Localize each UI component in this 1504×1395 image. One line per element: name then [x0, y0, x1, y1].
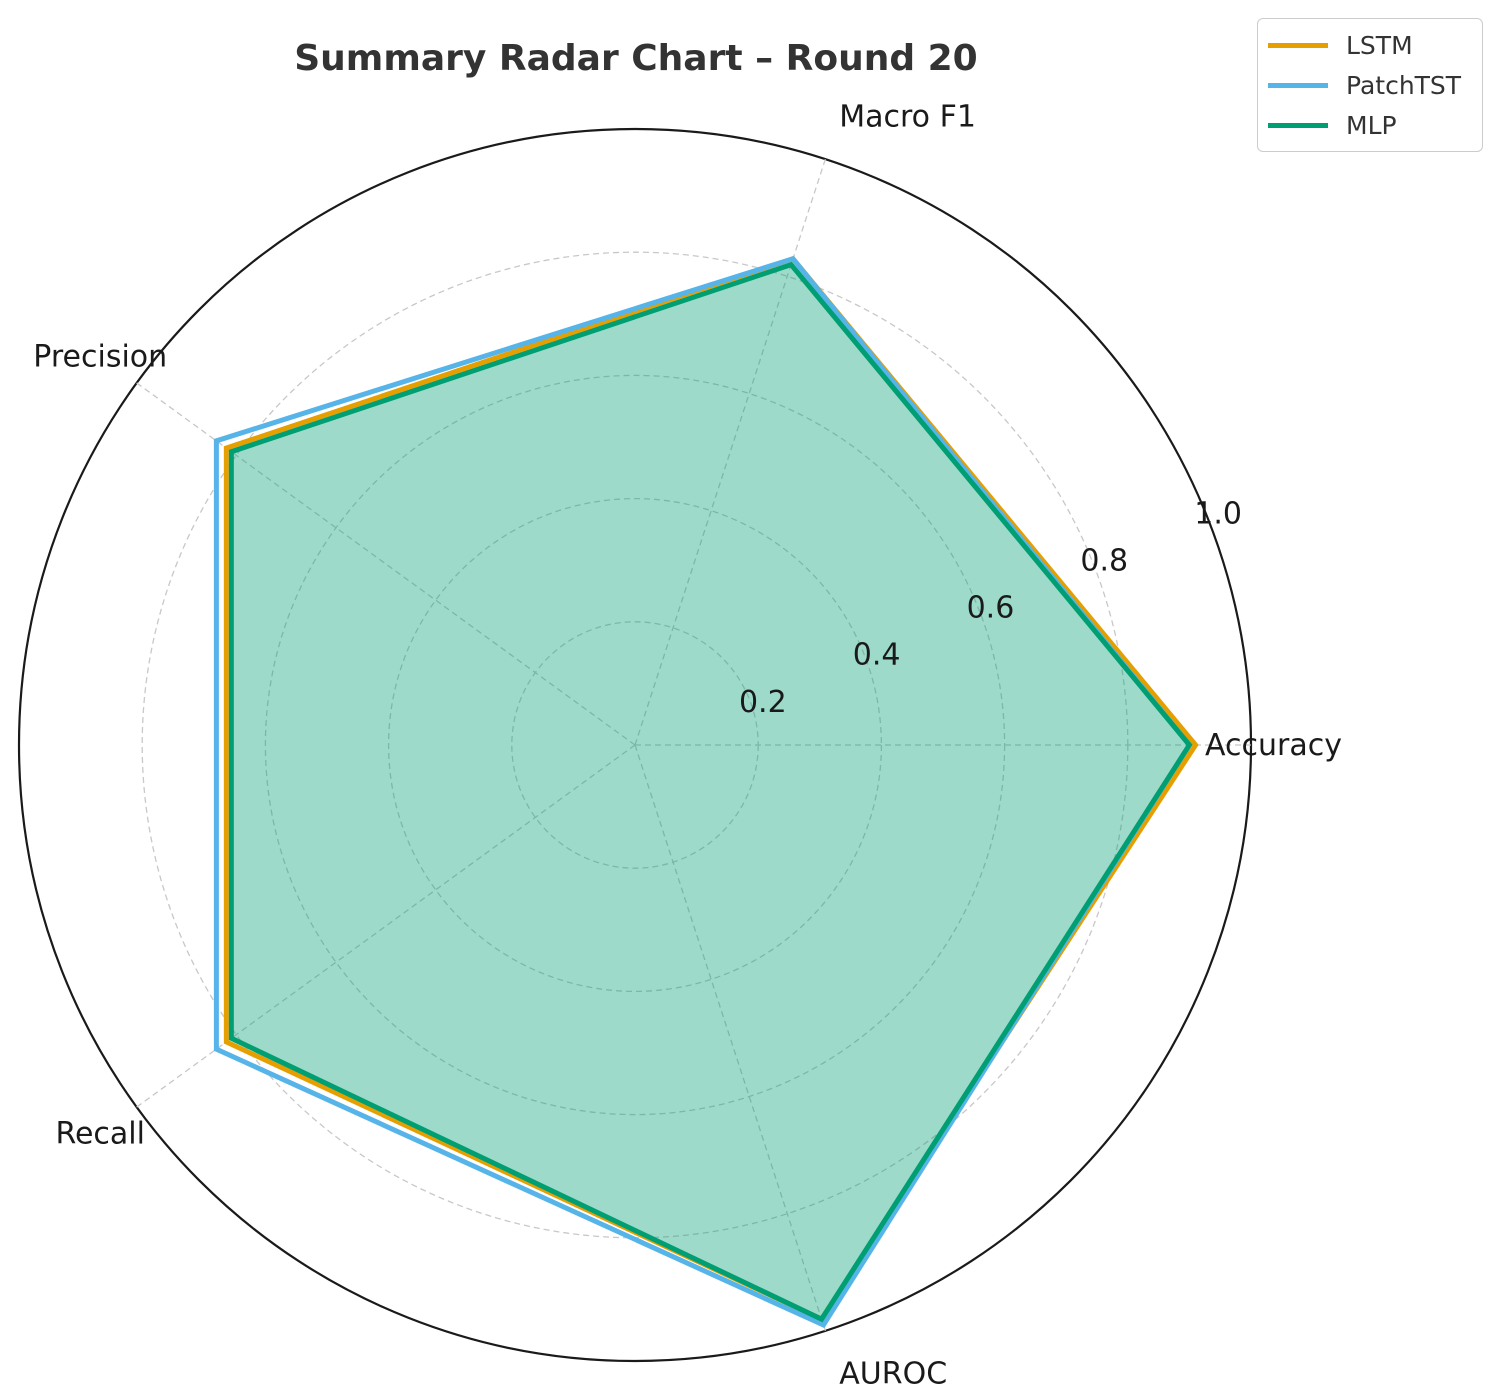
legend-label-mlp: MLP [1346, 110, 1397, 140]
radar-spoke [136, 382, 636, 746]
legend: LSTM PatchTST MLP [1257, 18, 1483, 152]
radar-fill [231, 264, 1190, 1320]
radial-tick-label: 0.8 [1080, 543, 1128, 578]
legend-item-patchtst: PatchTST [1268, 65, 1461, 105]
radar-grid-circle [387, 497, 883, 993]
radial-tick-label: 0.2 [739, 685, 787, 720]
legend-item-mlp: MLP [1268, 105, 1397, 145]
radial-tick-label: 0.4 [853, 638, 901, 673]
chart-title: Summary Radar Chart – Round 20 [294, 38, 978, 79]
axis-label-accuracy: Accuracy [1205, 728, 1342, 763]
radial-tick-label: 0.6 [967, 591, 1015, 626]
legend-swatch-lstm [1268, 42, 1328, 48]
axis-label-macro-f1: Macro F1 [839, 99, 976, 134]
legend-swatch-mlp [1268, 122, 1328, 128]
legend-label-patchtst: PatchTST [1346, 70, 1462, 100]
legend-label-lstm: LSTM [1346, 30, 1413, 60]
radar-series [213, 255, 1199, 1329]
axis-label-auroc: AUROC [839, 1357, 947, 1392]
radial-tick-label: 1.0 [1194, 496, 1242, 531]
legend-swatch-patchtst [1268, 82, 1328, 88]
radar-labels: 0.2 0.4 0.6 0.8 1.0 Accuracy Macro F1 Precision… [33, 99, 1342, 1391]
legend-item-lstm: LSTM [1268, 25, 1413, 65]
radar-grid-circle [264, 374, 1006, 1116]
axis-label-recall: Recall [55, 1117, 145, 1152]
series-line-mlp [228, 261, 1193, 1323]
radar-spoke [136, 744, 636, 1108]
series-line-patchtst [213, 255, 1193, 1329]
axis-label-precision: Precision [33, 339, 167, 374]
radar-spoke [634, 744, 826, 1332]
